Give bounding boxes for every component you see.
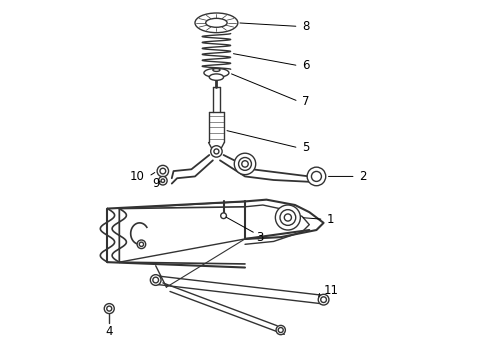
Text: 3: 3: [256, 231, 263, 244]
Circle shape: [307, 167, 326, 186]
Circle shape: [104, 303, 114, 314]
Ellipse shape: [204, 68, 229, 77]
Text: 6: 6: [302, 59, 310, 72]
Circle shape: [220, 213, 226, 219]
Ellipse shape: [209, 74, 223, 80]
Text: 9: 9: [152, 177, 159, 190]
Circle shape: [137, 240, 146, 249]
Circle shape: [159, 176, 167, 185]
Text: 5: 5: [302, 141, 310, 154]
Circle shape: [150, 275, 161, 285]
Circle shape: [318, 294, 329, 305]
Text: 4: 4: [105, 325, 113, 338]
Text: 2: 2: [359, 170, 367, 183]
Ellipse shape: [213, 68, 220, 71]
Text: 7: 7: [302, 95, 310, 108]
Circle shape: [157, 165, 169, 177]
Text: 10: 10: [130, 170, 145, 183]
Text: 11: 11: [323, 284, 339, 297]
Text: 1: 1: [327, 213, 335, 226]
Circle shape: [275, 205, 300, 230]
Circle shape: [234, 153, 256, 175]
Text: 8: 8: [302, 20, 310, 33]
Circle shape: [276, 325, 285, 335]
